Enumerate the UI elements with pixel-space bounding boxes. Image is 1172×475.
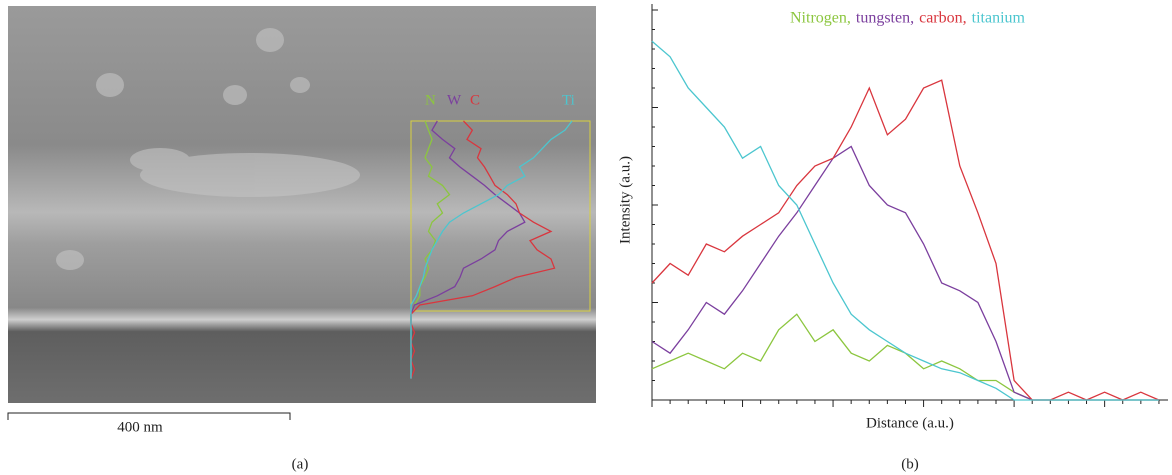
legend-entry: carbon, <box>919 10 967 27</box>
sem-image <box>8 6 596 403</box>
scale-bar <box>7 412 291 420</box>
overlay-profiles <box>410 120 573 379</box>
series-line <box>651 40 1159 401</box>
overlay-line <box>410 120 556 379</box>
legend-entry: tungsten, <box>856 10 914 27</box>
sem-particles <box>56 28 360 270</box>
element-label: C <box>470 92 480 108</box>
overlay-line <box>410 120 573 379</box>
x-axis-label: Distance (a.u.) <box>866 415 954 431</box>
legend-entry: titanium <box>972 10 1026 27</box>
y-axis-label: Intensity (a.u.) <box>617 156 633 244</box>
scale-label: 400 nm <box>117 419 163 435</box>
series-line <box>651 145 1159 401</box>
caption: (a) <box>292 456 309 472</box>
element-label: W <box>447 92 462 108</box>
scan-box <box>410 120 591 312</box>
plot: Nitrogen, tungsten, carbon, titanium <box>651 9 1160 407</box>
element-label: N <box>425 92 436 108</box>
series-line <box>651 313 1159 401</box>
series-line <box>651 79 1160 401</box>
legend-entry: Nitrogen, <box>790 10 851 27</box>
element-label: Ti <box>562 92 575 108</box>
caption: (b) <box>901 456 919 472</box>
